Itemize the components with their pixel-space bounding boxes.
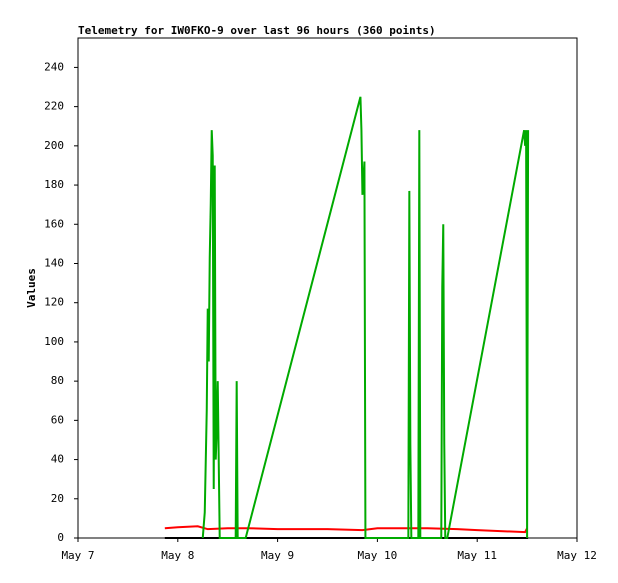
y-tick-label: 160 — [44, 217, 64, 230]
y-tick-label: 220 — [44, 100, 64, 113]
plot-frame — [77, 37, 578, 539]
data-line — [164, 525, 528, 534]
y-tick-label: 60 — [51, 413, 64, 426]
x-tick-label: May 11 — [457, 549, 497, 562]
y-tick-label: 40 — [51, 453, 64, 466]
x-tick-label: May 8 — [161, 549, 194, 562]
y-tick-label: 200 — [44, 139, 64, 152]
y-tick-label: 80 — [51, 374, 64, 387]
y-tick-label: 180 — [44, 178, 64, 191]
y-tick-label: 120 — [44, 296, 64, 309]
y-tick-label: 140 — [44, 256, 64, 269]
y-tick-label: 0 — [57, 531, 64, 544]
y-tick-label: 240 — [44, 60, 64, 73]
chart-title: Telemetry for IW0FKO-9 over last 96 hour… — [78, 24, 436, 37]
y-tick-label: 20 — [51, 492, 64, 505]
x-tick-label: May 12 — [557, 549, 597, 562]
y-axis-label: Values — [25, 268, 38, 308]
x-tick-label: May 9 — [261, 549, 294, 562]
x-tick-label: May 7 — [61, 549, 94, 562]
x-tick-label: May 10 — [358, 549, 398, 562]
y-tick-label: 100 — [44, 335, 64, 348]
data-line — [201, 96, 530, 539]
